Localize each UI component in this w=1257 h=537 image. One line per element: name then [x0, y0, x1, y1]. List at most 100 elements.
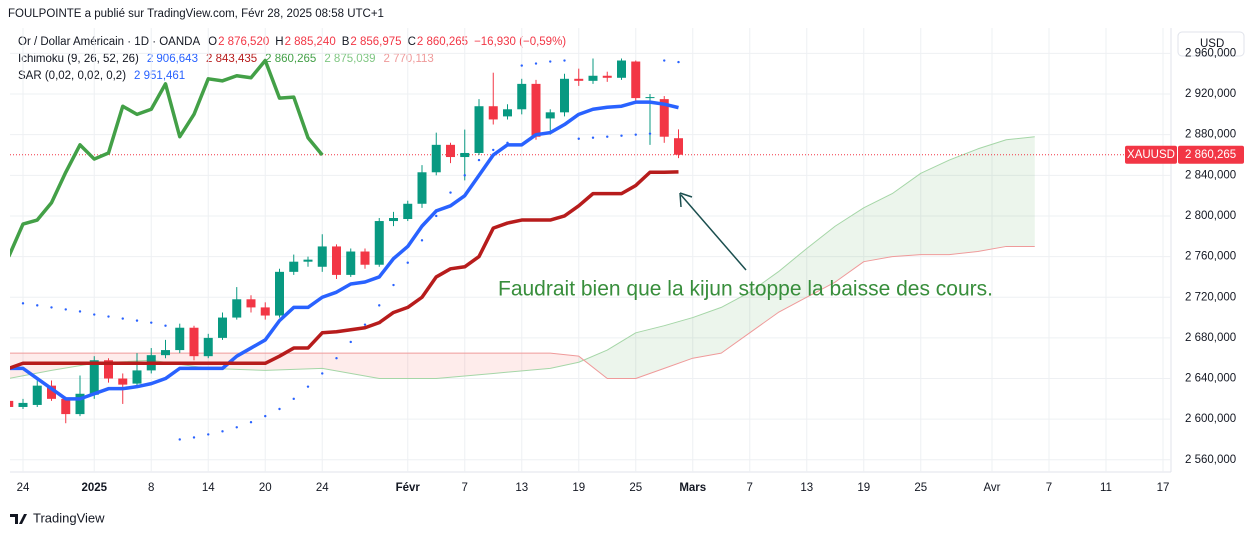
sar-dot [264, 414, 267, 418]
cloud-segment [550, 353, 579, 369]
candle-body [417, 172, 427, 204]
candle-body [560, 78, 569, 113]
legend-text: H [275, 36, 283, 48]
cloud-segment [721, 292, 750, 354]
candle-body [317, 246, 327, 267]
y-tick-label: 2 880,000 [1185, 129, 1236, 141]
candle-body [517, 83, 527, 110]
y-tick-label: 2 960,000 [1185, 47, 1236, 59]
sar-dot [420, 239, 424, 242]
candle-body [75, 393, 85, 415]
candle-body [389, 217, 398, 222]
sar-dot [249, 421, 253, 424]
legend-text: Or / Dollar Américain · 1D · OANDA [18, 36, 200, 48]
publisher: FOULPOINTE a publié sur TradingView.com,… [8, 8, 384, 20]
x-tick-label: Mars [679, 482, 706, 494]
y-tick-label: 2 560,000 [1185, 454, 1236, 466]
candle-body [218, 317, 227, 338]
y-tick-label: 2 800,000 [1185, 210, 1236, 222]
cloud-segment [265, 353, 323, 371]
legend-text: B [342, 36, 350, 48]
candle-body [503, 109, 512, 117]
sar-dot [306, 385, 310, 388]
candle-body [61, 398, 71, 415]
y-tick-label: 2 840,000 [1185, 169, 1236, 181]
cloud-segment [835, 207, 864, 283]
sar-dot [406, 261, 409, 264]
cloud-segment [436, 353, 494, 379]
x-tick-label: 20 [259, 482, 272, 494]
x-tick-label: 8 [148, 482, 154, 494]
sar-dot [506, 141, 509, 145]
y-tick-label: 2 720,000 [1185, 291, 1236, 303]
sar-dot [349, 340, 352, 344]
cloud-segment [977, 139, 1007, 252]
sar-dot [363, 323, 367, 326]
sar-dot [321, 372, 324, 375]
candle-body [289, 261, 299, 272]
currency-box [1177, 31, 1245, 57]
x-tick-label: 17 [1157, 482, 1170, 494]
x-tick-label: Avr [983, 482, 1000, 494]
candle-body [674, 138, 683, 155]
cloud-segment [607, 332, 636, 379]
legend-text: 2 856,975 [350, 36, 401, 48]
sar-dot [477, 158, 481, 162]
x-tick-label: Févr [396, 482, 421, 494]
sar-dot [8, 300, 10, 302]
cloud-segment [920, 160, 950, 255]
legend-text: 2 906,643 [147, 53, 198, 65]
cloud-segment [1006, 136, 1035, 247]
sar-dot [21, 302, 25, 305]
plot [8, 28, 1171, 472]
legend-text: C [408, 36, 416, 48]
candle-body [189, 327, 199, 357]
annotation: Faudrait bien que la kijun stoppe la bai… [498, 278, 993, 301]
cloud-segment [778, 248, 807, 313]
currency: USD [1200, 38, 1224, 50]
x-tick-label: 14 [202, 482, 215, 494]
candle-body [360, 251, 370, 265]
candle-body [118, 378, 128, 385]
x-tick-label: 19 [857, 482, 870, 494]
x-tick-label: 7 [1046, 482, 1052, 494]
legend-text: O [208, 36, 217, 48]
sar-dot [677, 60, 680, 64]
span-a [10, 136, 1035, 380]
sar-dot [663, 59, 666, 62]
x-tick-label: 13 [515, 482, 528, 494]
symbol-tag: XAUUSD [1127, 149, 1175, 161]
sar-dot [50, 306, 53, 309]
sar-dot [435, 214, 438, 218]
x-tick-label: 7 [747, 482, 753, 494]
candle-body [617, 60, 626, 78]
candle-body [260, 307, 270, 316]
candle-body [175, 327, 185, 351]
sar-dot [392, 283, 395, 287]
logo [10, 514, 27, 524]
y-tick-label: 2 640,000 [1185, 373, 1236, 385]
y-tick-label: 2 600,000 [1185, 413, 1236, 425]
legend-text: 2 770,113 [384, 53, 434, 65]
sar-dot [335, 357, 338, 360]
candle-body [89, 360, 99, 395]
legend-text: −16,930 (−0,59%) [474, 36, 566, 48]
sar-dot [221, 430, 224, 433]
sar-dot [36, 304, 39, 307]
sar-dot [577, 137, 580, 140]
candle-body [446, 144, 455, 158]
candle-body [574, 78, 584, 81]
sar-dot [606, 135, 609, 138]
legend-text: 2 951,461 [134, 70, 185, 82]
span-b [10, 245, 1035, 380]
candle-body [645, 97, 655, 99]
sar-dot [150, 321, 153, 324]
legend-text: 2 843,435 [206, 53, 257, 65]
sar-dot [648, 132, 652, 135]
legend-text: 2 885,240 [285, 36, 336, 48]
indicator-line [10, 58, 324, 258]
y-tick-label: 2 760,000 [1185, 251, 1236, 263]
y-tick-label: 2 680,000 [1185, 332, 1236, 344]
x-tick-label: 19 [572, 482, 585, 494]
arrow-head [679, 192, 693, 208]
